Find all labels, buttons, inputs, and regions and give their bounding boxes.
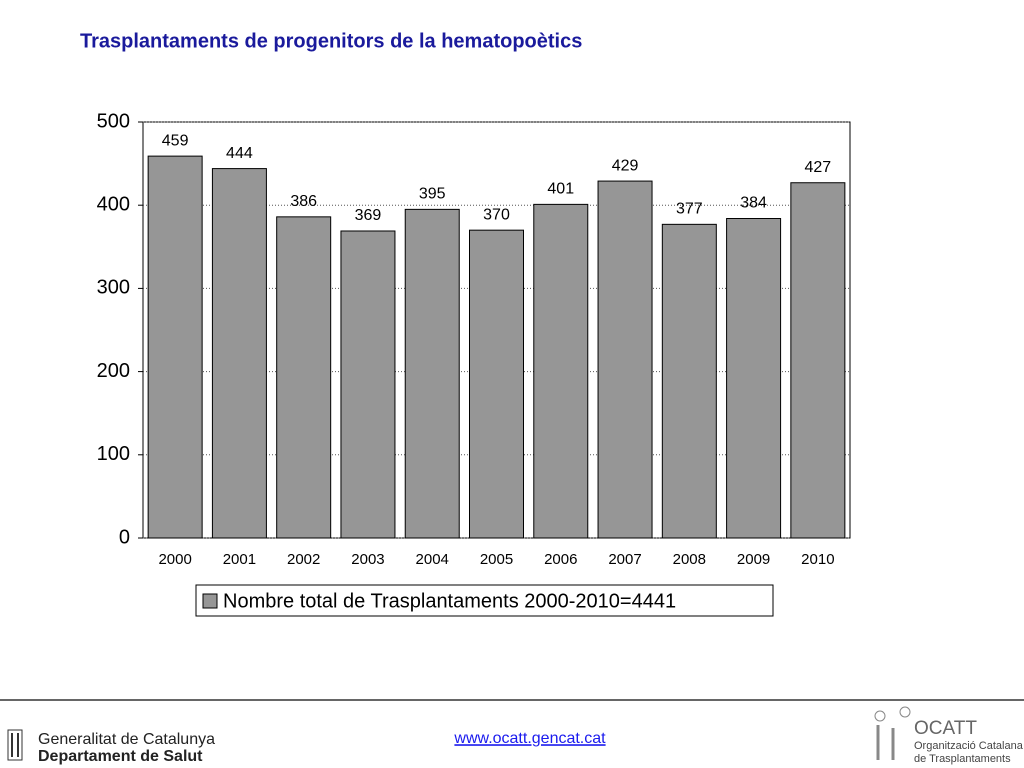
bar bbox=[533, 203, 589, 539]
x-tick-label: 2010 bbox=[801, 551, 834, 568]
x-tick-label: 2008 bbox=[673, 551, 706, 568]
logo-figure bbox=[874, 710, 886, 722]
data-label: 459 bbox=[162, 132, 189, 149]
x-tick-label: 2001 bbox=[223, 551, 256, 568]
bar bbox=[661, 223, 717, 539]
bar bbox=[147, 155, 203, 539]
bar bbox=[404, 208, 460, 539]
data-label: 427 bbox=[805, 159, 832, 176]
bar bbox=[211, 168, 267, 539]
legend-swatch bbox=[202, 593, 218, 609]
x-tick-label: 2003 bbox=[351, 551, 384, 568]
generalitat-logo bbox=[7, 729, 23, 761]
bar bbox=[790, 182, 846, 539]
y-tick-label: 100 bbox=[97, 443, 130, 465]
bar bbox=[597, 180, 653, 539]
data-label: 369 bbox=[355, 207, 382, 224]
x-tick-label: 2005 bbox=[480, 551, 513, 568]
x-tick-label: 2007 bbox=[608, 551, 641, 568]
url-link[interactable]: www.ocatt.gencat.cat bbox=[453, 730, 606, 747]
chart-title: Trasplantaments de progenitors de la hem… bbox=[80, 30, 582, 52]
logo-line: de Trasplantaments bbox=[914, 753, 1011, 765]
data-label: 444 bbox=[226, 145, 253, 162]
logo-title: OCATT bbox=[914, 718, 977, 739]
y-tick-label: 0 bbox=[119, 526, 130, 548]
y-tick-label: 500 bbox=[97, 110, 130, 132]
org-name: Generalitat de Catalunya bbox=[38, 731, 215, 748]
bar bbox=[726, 218, 782, 539]
x-tick-label: 2004 bbox=[416, 551, 449, 568]
legend-box bbox=[195, 584, 774, 617]
x-tick-label: 2009 bbox=[737, 551, 770, 568]
x-tick-label: 2002 bbox=[287, 551, 320, 568]
ocatt-logo bbox=[874, 706, 911, 760]
bar bbox=[276, 216, 332, 539]
data-label: 386 bbox=[290, 193, 317, 210]
logo-shield bbox=[7, 729, 23, 761]
data-label: 377 bbox=[676, 201, 703, 218]
logo-figure bbox=[899, 706, 911, 718]
y-tick-label: 300 bbox=[97, 277, 130, 299]
org-department: Departament de Salut bbox=[38, 748, 203, 765]
logo-line: Organització Catalana bbox=[914, 740, 1024, 752]
data-label: 429 bbox=[612, 157, 639, 174]
data-label: 395 bbox=[419, 186, 446, 203]
legend-label: Nombre total de Trasplantaments 2000-201… bbox=[223, 590, 676, 612]
y-tick-label: 200 bbox=[97, 360, 130, 382]
bar bbox=[469, 229, 524, 539]
bar bbox=[340, 230, 396, 539]
data-label: 370 bbox=[483, 206, 510, 223]
y-tick-label: 400 bbox=[97, 193, 130, 215]
x-tick-label: 2000 bbox=[158, 551, 191, 568]
data-label: 384 bbox=[740, 195, 767, 212]
x-tick-label: 2006 bbox=[544, 551, 577, 568]
data-label: 401 bbox=[547, 181, 574, 198]
